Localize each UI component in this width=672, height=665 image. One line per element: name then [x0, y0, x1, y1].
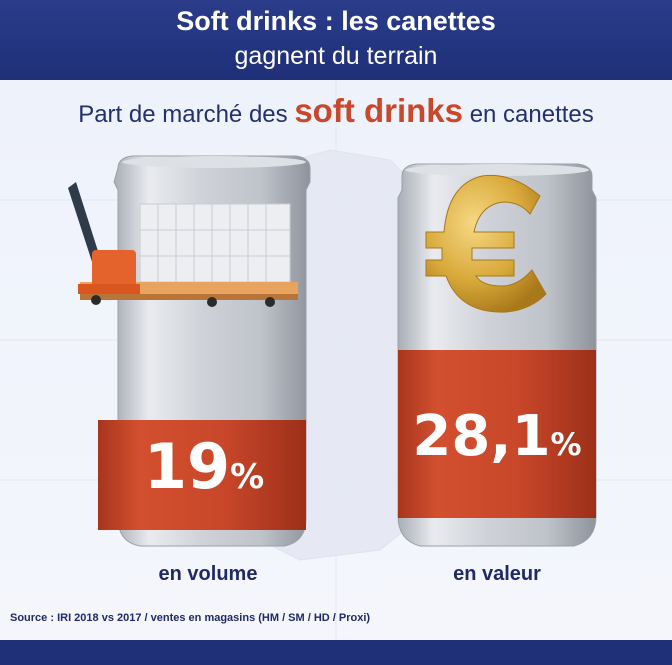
label-volume: en volume — [158, 563, 258, 585]
page-title: Soft drinks : les canettes — [176, 6, 496, 36]
value-label-1: 28,1% — [412, 404, 581, 469]
value-label-0: 19% — [144, 430, 264, 503]
euro-coin-icon — [425, 174, 547, 313]
label-value: en valeur — [453, 563, 541, 585]
chart-title-highlight: soft drinks — [294, 92, 464, 129]
source-note: Source : IRI 2018 vs 2017 / ventes en ma… — [10, 612, 371, 624]
can-value — [397, 163, 597, 547]
pallet-truck-icon — [68, 182, 298, 307]
chart-title-prefix: Part de marché des — [78, 101, 288, 128]
title-bar: Soft drinks : les canettes gagnent du te… — [0, 0, 672, 80]
band-volume — [98, 420, 306, 530]
chart-title-suffix: en canettes — [469, 101, 594, 128]
page-subtitle: gagnent du terrain — [234, 42, 438, 70]
chart-title: Part de marché des soft drinks en canett… — [0, 92, 672, 130]
footer-bar — [0, 640, 672, 665]
band-value — [398, 350, 596, 518]
